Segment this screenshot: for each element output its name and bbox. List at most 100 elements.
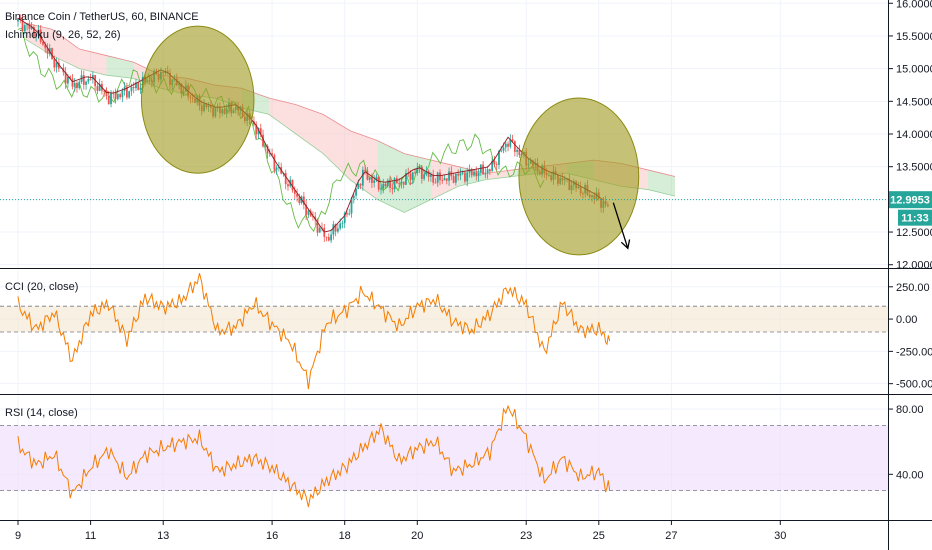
price-axis-label: 12.5000 (896, 227, 932, 239)
candle-body (330, 234, 332, 241)
time-axis-label: 13 (157, 530, 169, 542)
candle-body (325, 236, 328, 238)
price-axis-label: 16.0000 (896, 0, 932, 10)
candle-body (516, 149, 519, 152)
candle-body (73, 82, 76, 87)
candle-body (107, 95, 110, 105)
trend-arrow-head (620, 239, 631, 250)
price-badge-bg (889, 191, 932, 209)
time-axis-label: 25 (593, 530, 605, 542)
candle-body (336, 228, 339, 232)
rsi-line (17, 404, 611, 508)
candle-body (473, 171, 475, 176)
price-badge-value: 12.9953 (890, 195, 930, 207)
candle-body (121, 90, 124, 98)
price-axis[interactable]: 16.0000 15.5000 15.0000 14.5000 14.0000 13.50… (888, 0, 932, 272)
candle-body (137, 82, 140, 90)
candle-body (44, 44, 47, 49)
candle-body (414, 172, 416, 174)
candle-body (461, 172, 464, 174)
candle-body (262, 134, 264, 147)
time-axis[interactable]: 9 11 13 16 18 20 23 25 27 30 (15, 520, 786, 542)
price-axis-label: 14.0000 (896, 129, 932, 141)
candle-body (53, 59, 56, 68)
candle-body (366, 170, 369, 180)
cloud-segment (79, 49, 107, 76)
candle-body (19, 18, 22, 20)
candle-body (35, 34, 38, 37)
candle-body (359, 183, 362, 186)
annotation-arrow[interactable] (612, 202, 631, 250)
candle-body (445, 178, 448, 181)
price-axis-label: 14.5000 (896, 96, 932, 108)
indicator-axis-label: 40.00 (896, 469, 924, 481)
candle-body (441, 180, 444, 181)
highlight-circle[interactable] (140, 25, 255, 174)
candle-body (28, 24, 31, 29)
candle-body (511, 139, 514, 142)
candle-body (327, 236, 330, 241)
candle-body (293, 190, 296, 194)
candle-body (477, 172, 480, 177)
candle-body (513, 141, 516, 152)
candle-body (42, 41, 44, 45)
candle-body (475, 171, 478, 177)
rsi-legend[interactable]: RSI (14, close) (5, 407, 78, 419)
base-line (17, 17, 604, 233)
candle-body (332, 224, 335, 235)
candle-body (307, 210, 310, 215)
candle-body (423, 174, 426, 179)
candle-body (411, 172, 414, 180)
rsi-axis[interactable]: 80.00 40.00 (888, 404, 924, 481)
indicator-axis-label: 0.00 (896, 314, 917, 326)
candle-body (384, 183, 387, 187)
lagging-span-line (17, 27, 545, 233)
candle-body (85, 81, 87, 85)
price-axis-label: 13.5000 (896, 162, 932, 174)
candle-body (259, 128, 262, 135)
highlight-circle[interactable] (518, 97, 640, 256)
current-price-badge: 12.9953 11:33 (889, 191, 932, 226)
time-axis-label: 23 (520, 530, 532, 542)
candle-body (309, 210, 312, 217)
candle-body (82, 75, 85, 85)
cci-axis[interactable]: 250.00 0.00 -250.00 -500.00 (888, 282, 932, 391)
candle-body (89, 78, 92, 80)
time-axis-label: 18 (339, 530, 351, 542)
candle-body (32, 26, 35, 37)
candle-body (400, 181, 403, 184)
candle-body (46, 48, 49, 54)
candle-body (436, 172, 439, 183)
candle-body (427, 171, 430, 177)
candle-body (395, 178, 398, 184)
candle-body (110, 92, 112, 105)
candle-body (302, 196, 305, 205)
price-axis-label: 15.5000 (896, 31, 932, 43)
candle-body (389, 180, 391, 188)
candle-body (495, 164, 498, 165)
candle-body (484, 173, 487, 175)
cloud-segment (647, 169, 676, 197)
candle-body (132, 87, 135, 89)
candle-body (96, 86, 99, 91)
cloud-segment (295, 104, 324, 154)
candle-body (67, 76, 69, 84)
candle-body (368, 177, 371, 180)
candle-body (55, 62, 58, 68)
cloud-segment (52, 29, 80, 69)
cloud-segment (404, 153, 432, 213)
cci-series (17, 273, 611, 390)
cci-legend[interactable]: CCI (20, close) (5, 281, 78, 293)
trend-arrow-shaft[interactable] (612, 202, 629, 249)
symbol-title[interactable]: Binance Coin / TetherUS, 60, BINANCE (5, 11, 199, 23)
candle-body (382, 183, 385, 189)
annotation-circles[interactable] (140, 25, 640, 256)
candle-body (398, 183, 401, 184)
candle-body (30, 26, 33, 29)
time-axis-label: 27 (665, 530, 677, 542)
candle-body (371, 177, 373, 183)
candle-body (273, 155, 276, 170)
candle-body (287, 184, 289, 187)
ichimoku-legend[interactable]: Ichimoku (9, 26, 52, 26) (5, 29, 121, 41)
